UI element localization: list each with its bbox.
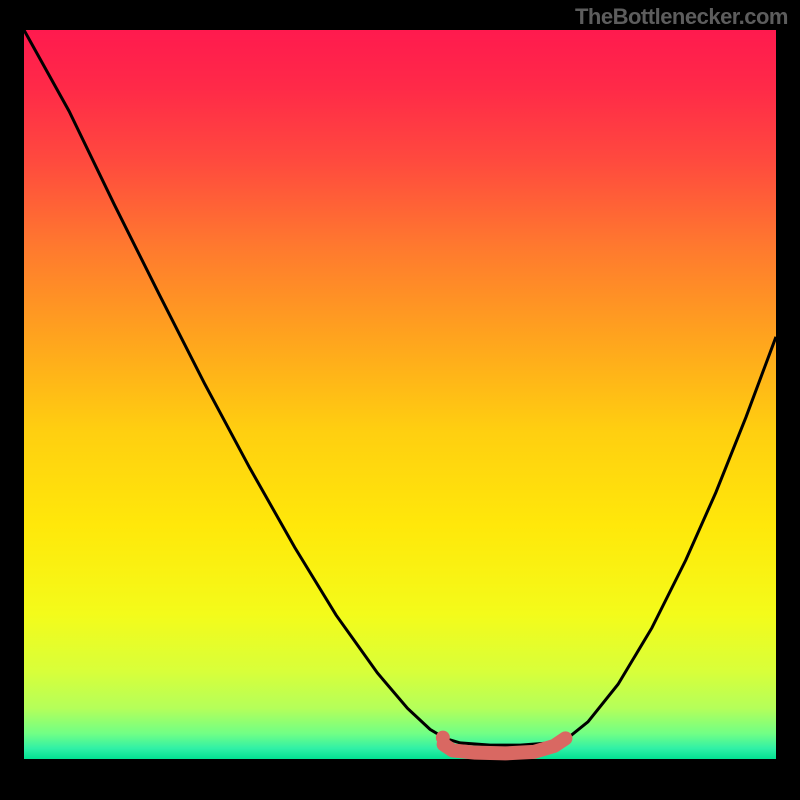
bottleneck-curve (24, 30, 776, 745)
chart-overlay (24, 30, 776, 782)
optimum-dot (436, 731, 450, 745)
chart-container: TheBottlenecker.com (0, 0, 800, 800)
plot-area (24, 30, 776, 782)
watermark-text: TheBottlenecker.com (575, 4, 788, 30)
